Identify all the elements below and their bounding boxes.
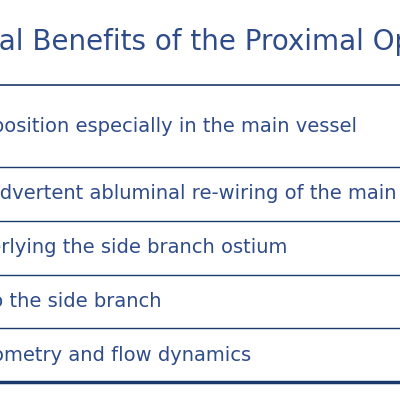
- Text: Improved access to the side branch: Improved access to the side branch: [0, 292, 162, 311]
- Text: Table 1 Potential Benefits of the Proximal Optimisation Technique: Table 1 Potential Benefits of the Proxim…: [0, 28, 400, 56]
- Text: Reduced risk of inadvertent abluminal re-wiring of the main vessel stent: Reduced risk of inadvertent abluminal re…: [0, 184, 400, 203]
- Text: Reduced metal overlying the side branch ostium: Reduced metal overlying the side branch …: [0, 238, 287, 257]
- Text: Improved stent geometry and flow dynamics: Improved stent geometry and flow dynamic…: [0, 346, 251, 365]
- Text: Improved stent apposition especially in the main vessel: Improved stent apposition especially in …: [0, 116, 357, 136]
